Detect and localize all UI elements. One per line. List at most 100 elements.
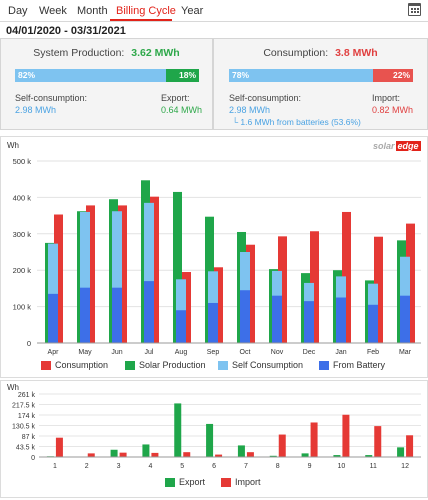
active-tab-indicator [110,19,172,21]
export-bar [110,449,118,457]
tab-billing-cycle[interactable]: Billing Cycle [116,5,176,17]
tab-month[interactable]: Month [77,5,108,17]
grid-chart-x-tick-label: 8 [276,463,280,470]
grid-chart-x-tick-label: 4 [148,463,152,470]
consumption-bar [54,214,63,343]
import-bar [342,414,350,457]
from-battery-bar [304,301,314,343]
consumption-bar [278,236,287,343]
consumption-bar [310,231,319,343]
grid-chart-y-tick-label: 130.5 k [12,424,35,431]
import-bar [246,452,254,457]
tab-year[interactable]: Year [181,5,204,17]
grid-chart-x-tick-label: 2 [85,463,89,470]
import-label: Import: [372,93,401,103]
import-bar [215,454,223,457]
production-export-segment: 18% [166,69,199,82]
grid-chart-y-tick-label: 217.5 k [12,403,35,410]
consumption-heading: Consumption: 3.8 MWh [214,47,427,59]
grid-chart-x-tick-label: 11 [370,463,377,470]
grid-chart-x-tick-label: 12 [401,463,409,470]
main-y-tick-label: 500 k [13,157,32,166]
from-battery-bar [208,302,218,343]
main-x-tick-label: May [78,349,92,356]
solaredge-logo: solar edge [373,141,421,151]
consumption-bar [406,223,415,343]
grid-chart-x-tick-label: 9 [308,463,312,470]
from-battery-bar [144,281,154,343]
self-consumption-bar [144,202,154,343]
main-x-tick-label: Nov [271,349,284,356]
import-value: 0.82 MWh [372,105,414,115]
import-bar [310,422,318,457]
tab-day[interactable]: Day [8,5,28,17]
consumption-bar [374,236,383,343]
from-battery-bar [336,297,346,343]
from-battery-bar [176,310,186,343]
export-bar [174,403,182,457]
grid-chart-y-tick-label: 261 k [18,392,36,399]
consumption-import-pct: 22% [392,70,410,80]
export-bar [237,445,245,457]
from-battery-bar [112,287,122,343]
consumption-value: 3.8 MWh [335,47,378,59]
legend-label[interactable]: From Battery [333,360,386,370]
consumption-self-segment: 78% [229,69,373,82]
from-battery-bar [240,290,250,343]
grid-chart-y-tick-label: 174 k [18,413,36,420]
consumption-self-pct: 78% [232,70,250,80]
grid-chart-y-tick-label: 87 k [22,434,36,441]
energy-chart-panel: Wh solar edge 0 100 k 200 k 300 k 400 k 500 k A… [0,136,428,378]
main-x-tick-label: Feb [367,349,379,356]
date-range: 04/01/2020 - 03/31/2021 [6,25,126,37]
export-label: Export: [161,93,190,103]
main-chart-y-title: Wh [7,141,19,150]
production-self-pct: 82% [18,70,36,80]
export-bar [301,453,309,457]
main-x-tick-label: Sep [207,349,220,356]
grid-chart-x-tick-label: 7 [244,463,248,470]
import-bar [374,426,382,457]
export-bar [333,455,341,457]
self-consumption-bar [80,211,90,343]
legend-swatch [41,361,51,370]
consumption-bar [214,267,223,343]
legend-label[interactable]: Solar Production [139,360,206,370]
battery-note: └ 1.6 MWh from batteries (53.6%) [232,117,361,127]
legend-label[interactable]: Self Consumption [232,360,304,370]
import-bar [278,434,286,457]
energy-bar-chart: 0 100 k 200 k 300 k 400 k 500 k Apr May Jun Jul Au… [13,157,421,356]
production-heading: System Production: 3.62 MWh [1,47,212,59]
battery-note-text: 1.6 MWh from batteries (53.6%) [240,117,361,127]
tab-week[interactable]: Week [39,5,67,17]
from-battery-bar [48,293,58,343]
legend-label[interactable]: Import [235,477,261,487]
consumption-import-segment: 22% [373,69,413,82]
legend-swatch [319,361,329,370]
grid-chart-x-tick-label: 1 [53,463,57,470]
import-bar [406,435,414,457]
production-self-segment: 82% [15,69,166,82]
main-y-tick-label: 200 k [13,266,32,275]
main-y-tick-label: 400 k [13,193,32,202]
legend-swatch [218,361,228,370]
period-tabs: Day Week Month Billing Cycle Year [0,0,428,22]
export-bar [142,444,150,457]
consumption-self-value: 2.98 MWh [229,105,271,115]
consumption-bar [342,211,351,343]
main-x-tick-label: Apr [48,349,60,356]
from-battery-bar [400,295,410,343]
consumption-bar [246,244,255,343]
self-consumption-bar [112,211,122,343]
legend-label[interactable]: Export [179,477,206,487]
main-x-tick-label: Jun [111,349,122,356]
calendar-icon[interactable] [408,3,421,16]
legend-label[interactable]: Consumption [55,360,109,370]
legend-swatch [221,478,231,487]
main-x-tick-label: Aug [175,349,188,356]
production-summary: System Production: 3.62 MWh 82% 18% Self… [0,38,213,130]
grid-chart-x-tick-label: 6 [212,463,216,470]
logo-edge: edge [395,141,421,151]
import-bar [119,452,127,457]
consumption-bar [118,205,127,343]
